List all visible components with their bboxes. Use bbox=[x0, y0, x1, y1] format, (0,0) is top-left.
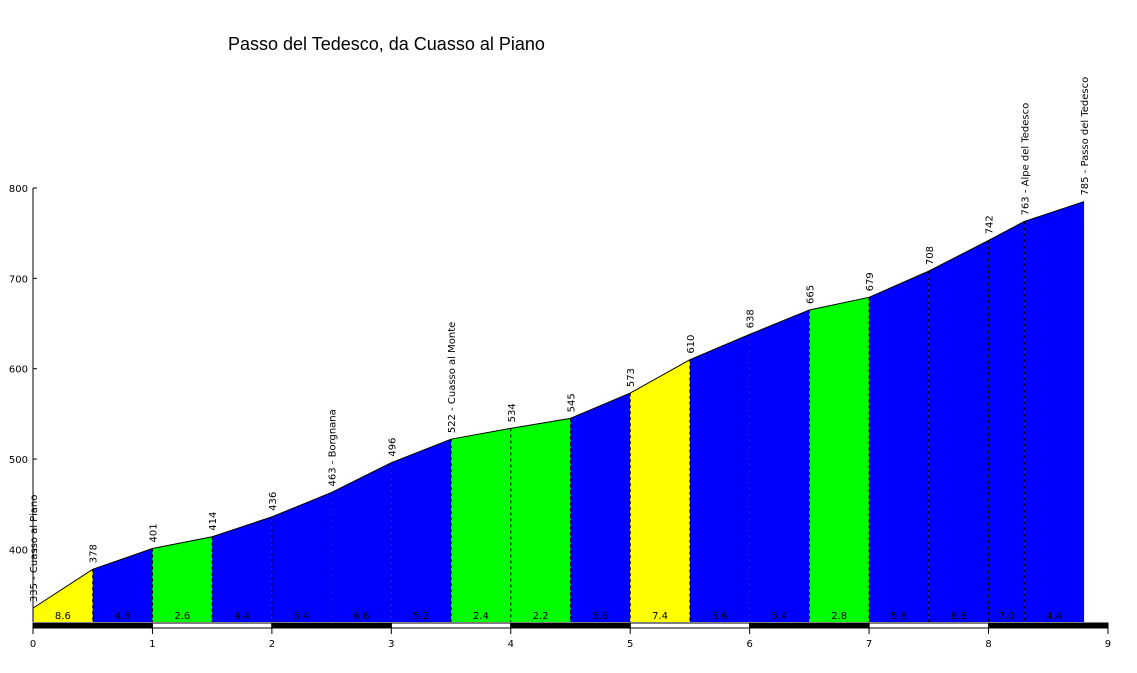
chart-title: Passo del Tedesco, da Cuasso al Piano bbox=[228, 34, 545, 54]
elevation-label: 638 bbox=[746, 309, 757, 328]
elevation-label: 610 bbox=[686, 335, 697, 354]
distance-bar bbox=[510, 622, 631, 629]
x-tick-label: 8 bbox=[985, 639, 991, 650]
gradient-label: 5.6 bbox=[592, 611, 608, 622]
elevation-label: 573 bbox=[626, 368, 637, 387]
profile-segment bbox=[630, 359, 690, 622]
profile-segment bbox=[271, 492, 332, 622]
x-tick-label: 3 bbox=[388, 639, 394, 650]
gradient-label: 2.2 bbox=[533, 611, 549, 622]
profile-segment bbox=[1024, 201, 1085, 623]
gradient-label: 6.8 bbox=[951, 611, 967, 622]
elevation-label: 763 - Alpe del Tedesco bbox=[1020, 103, 1031, 216]
elevation-label: 378 bbox=[89, 544, 100, 563]
elevation-label: 335 - Cuasso al Piano bbox=[29, 495, 40, 602]
y-tick-label: 400 bbox=[9, 545, 28, 556]
profile-segment bbox=[570, 393, 631, 622]
x-tick-label: 1 bbox=[149, 639, 155, 650]
y-tick-label: 800 bbox=[9, 184, 28, 195]
profile-line bbox=[32, 201, 1085, 609]
y-tick-label: 500 bbox=[9, 455, 28, 466]
elevation-label: 463 - Borgnana bbox=[328, 409, 339, 486]
elevation-label: 742 bbox=[985, 215, 996, 234]
gradient-label: 8.6 bbox=[55, 611, 71, 622]
distance-bar bbox=[629, 622, 751, 629]
elevation-label: 534 bbox=[507, 403, 518, 422]
profile-segment bbox=[749, 309, 810, 622]
gradient-label: 4.4 bbox=[234, 611, 250, 622]
gradient-label: 2.8 bbox=[831, 611, 847, 622]
distance-bar bbox=[390, 622, 512, 629]
x-tick-label: 5 bbox=[627, 639, 633, 650]
gradient-label: 4.6 bbox=[115, 611, 131, 622]
x-tick-label: 6 bbox=[746, 639, 752, 650]
elevation-label: 708 bbox=[925, 246, 936, 265]
gradient-label: 7.4 bbox=[652, 611, 668, 622]
distance-bar bbox=[271, 622, 392, 629]
elevation-label: 401 bbox=[148, 523, 159, 542]
profile-segment bbox=[809, 297, 870, 622]
profile-segment bbox=[33, 569, 93, 622]
elevation-label: 665 bbox=[805, 285, 816, 304]
elevation-label: 545 bbox=[566, 393, 577, 412]
gradient-label: 5.4 bbox=[772, 611, 788, 622]
elevation-label: 414 bbox=[208, 512, 219, 531]
profile-segment bbox=[152, 536, 213, 622]
elevation-label: 522 - Cuasso al Monte bbox=[447, 322, 458, 433]
x-tick-label: 4 bbox=[508, 639, 514, 650]
profile-segment bbox=[510, 418, 571, 622]
y-tick-label: 600 bbox=[9, 365, 28, 376]
gradient-label: 4.4 bbox=[1046, 611, 1062, 622]
profile-segment bbox=[988, 221, 1025, 622]
elevation-label: 496 bbox=[387, 438, 398, 457]
x-tick-label: 0 bbox=[30, 639, 36, 650]
distance-bar bbox=[868, 622, 990, 629]
distance-bar bbox=[151, 622, 273, 629]
x-tick-label: 9 bbox=[1105, 639, 1111, 650]
profile-segment bbox=[391, 439, 452, 622]
gradient-label: 6.6 bbox=[354, 611, 370, 622]
y-tick-label: 700 bbox=[9, 274, 28, 285]
distance-bar bbox=[32, 622, 153, 629]
gradient-label: 2.4 bbox=[473, 611, 489, 622]
profile-segment bbox=[869, 271, 929, 622]
gradient-label: 5.6 bbox=[712, 611, 728, 622]
gradient-label: 7.0 bbox=[998, 611, 1014, 622]
profile-segment bbox=[212, 516, 272, 622]
profile-segment bbox=[928, 240, 989, 622]
profile-segment bbox=[451, 428, 511, 622]
profile-segment bbox=[331, 462, 392, 622]
gradient-label: 5.2 bbox=[413, 611, 429, 622]
distance-bar bbox=[988, 622, 1109, 629]
x-tick-label: 2 bbox=[269, 639, 275, 650]
gradient-label: 2.6 bbox=[174, 611, 190, 622]
elevation-label: 436 bbox=[268, 492, 279, 511]
elevation-label: 785 - Passo del Tedesco bbox=[1080, 77, 1091, 196]
elevation-label: 679 bbox=[865, 272, 876, 291]
distance-bar bbox=[749, 622, 870, 629]
x-tick-label: 7 bbox=[866, 639, 872, 650]
gradient-label: 5.4 bbox=[294, 611, 310, 622]
profile-segment bbox=[689, 334, 750, 622]
profile-segment bbox=[92, 548, 153, 622]
gradient-label: 5.8 bbox=[891, 611, 907, 622]
